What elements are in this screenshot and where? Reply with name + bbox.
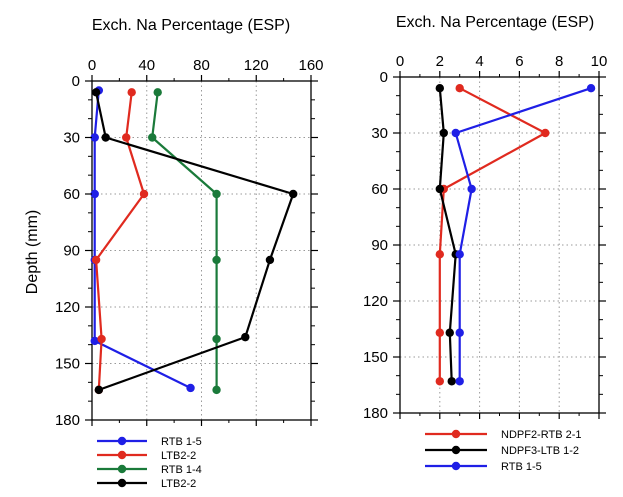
left-series-point-1 bbox=[97, 334, 106, 344]
left-series-point-1 bbox=[91, 255, 101, 265]
left-series-line-1 bbox=[95, 92, 146, 390]
left-series-line-2 bbox=[151, 92, 218, 390]
left-series-point-0 bbox=[90, 189, 99, 199]
right-series-point-0 bbox=[435, 250, 444, 259]
right-series-point-2 bbox=[451, 128, 460, 138]
right-series-point-1 bbox=[447, 377, 456, 386]
left-series-point-0 bbox=[90, 133, 99, 142]
left-series-point-3 bbox=[289, 189, 298, 199]
right-ytick-label: 180 bbox=[363, 405, 388, 422]
right-xtick-label: 0 bbox=[396, 53, 404, 70]
left-series-point-0 bbox=[90, 336, 99, 346]
left-legend-label-0: RTB 1-5 bbox=[161, 436, 202, 448]
left-series-point-2 bbox=[212, 189, 221, 199]
left-series-point-2 bbox=[212, 255, 221, 265]
right-legend-marker-1 bbox=[451, 445, 461, 455]
left-xtick-label: 80 bbox=[193, 57, 210, 74]
right-series-point-1 bbox=[435, 184, 444, 194]
left-series-point-2 bbox=[212, 334, 221, 344]
right-legend-label-2: RTB 1-5 bbox=[501, 461, 542, 473]
left-legend-marker-2 bbox=[117, 464, 127, 474]
right-series-point-0 bbox=[541, 128, 550, 138]
right-xlabel: Exch. Na Percentage (ESP) bbox=[396, 14, 594, 31]
right-xtick-label: 8 bbox=[555, 53, 563, 70]
right-ytick-label: 0 bbox=[380, 69, 388, 86]
right-series-point-2 bbox=[455, 377, 464, 386]
left-legend-label-1: LTB2-2 bbox=[161, 450, 196, 462]
right-series-point-1 bbox=[439, 128, 448, 138]
right-series-point-2 bbox=[586, 84, 596, 93]
right-series-point-2 bbox=[455, 250, 464, 259]
right-xtick-label: 6 bbox=[515, 53, 523, 70]
left-ytick-label: 90 bbox=[63, 243, 80, 260]
left-legend-marker-0 bbox=[117, 436, 127, 446]
right-legend-marker-2 bbox=[451, 461, 461, 471]
right-legend-label-0: NDPF2-RTB 2-1 bbox=[501, 429, 581, 441]
left-legend-label-2: RTB 1-4 bbox=[161, 464, 202, 476]
right-ytick-label: 60 bbox=[371, 181, 388, 198]
right-xtick-label: 2 bbox=[436, 53, 444, 70]
left-legend-label-3: LTB2-2 bbox=[161, 478, 196, 490]
right-series-point-1 bbox=[435, 84, 444, 93]
left-series-point-3 bbox=[241, 332, 250, 342]
left-xtick-label: 40 bbox=[138, 57, 155, 74]
right-series-point-0 bbox=[455, 84, 464, 93]
right-series-point-0 bbox=[435, 377, 444, 386]
left-xlabel: Exch. Na Percentage (ESP) bbox=[92, 17, 290, 34]
left-ytick-label: 180 bbox=[55, 412, 80, 429]
right-series-point-1 bbox=[445, 328, 454, 337]
left-series-point-2 bbox=[153, 88, 162, 97]
left-series-point-2 bbox=[148, 133, 157, 142]
left-series-point-0 bbox=[186, 383, 195, 393]
right-legend-label-1: NDPF3-LTB 1-2 bbox=[501, 445, 579, 457]
left-series-point-3 bbox=[265, 255, 275, 265]
left-series-point-3 bbox=[94, 385, 104, 395]
left-series-point-1 bbox=[139, 189, 149, 199]
left-ytick-label: 120 bbox=[55, 299, 80, 316]
right-series-point-0 bbox=[435, 328, 444, 337]
right-series-line-2 bbox=[454, 87, 592, 382]
right-xtick-label: 4 bbox=[475, 53, 483, 70]
right-series-point-2 bbox=[467, 184, 476, 194]
right-series-point-2 bbox=[455, 328, 464, 337]
left-xtick-label: 160 bbox=[298, 57, 323, 74]
left-legend-marker-3 bbox=[117, 478, 127, 488]
right-ytick-label: 150 bbox=[363, 349, 388, 366]
left-series-point-3 bbox=[101, 133, 110, 142]
left-ytick-label: 150 bbox=[55, 356, 80, 373]
left-ytick-label: 60 bbox=[63, 186, 80, 203]
left-series-point-2 bbox=[212, 385, 221, 395]
right-series-line-1 bbox=[438, 88, 457, 382]
left-legend-marker-1 bbox=[117, 450, 127, 460]
left-series-point-1 bbox=[122, 133, 131, 142]
left-series-point-1 bbox=[127, 88, 136, 97]
left-series-line-0 bbox=[93, 90, 192, 389]
right-ytick-label: 30 bbox=[371, 125, 388, 142]
left-series-point-3 bbox=[91, 88, 101, 97]
left-ylabel: Depth (mm) bbox=[24, 210, 41, 294]
left-ytick-label: 30 bbox=[63, 130, 80, 147]
left-xtick-label: 120 bbox=[244, 57, 269, 74]
right-xtick-label: 10 bbox=[591, 53, 608, 70]
left-series-line-3 bbox=[95, 92, 295, 391]
right-legend-marker-0 bbox=[451, 429, 461, 439]
left-ytick-label: 0 bbox=[72, 73, 80, 90]
right-series-line-0 bbox=[438, 87, 547, 382]
right-ytick-label: 120 bbox=[363, 293, 388, 310]
right-ytick-label: 90 bbox=[371, 237, 388, 254]
left-xtick-label: 0 bbox=[88, 57, 96, 74]
